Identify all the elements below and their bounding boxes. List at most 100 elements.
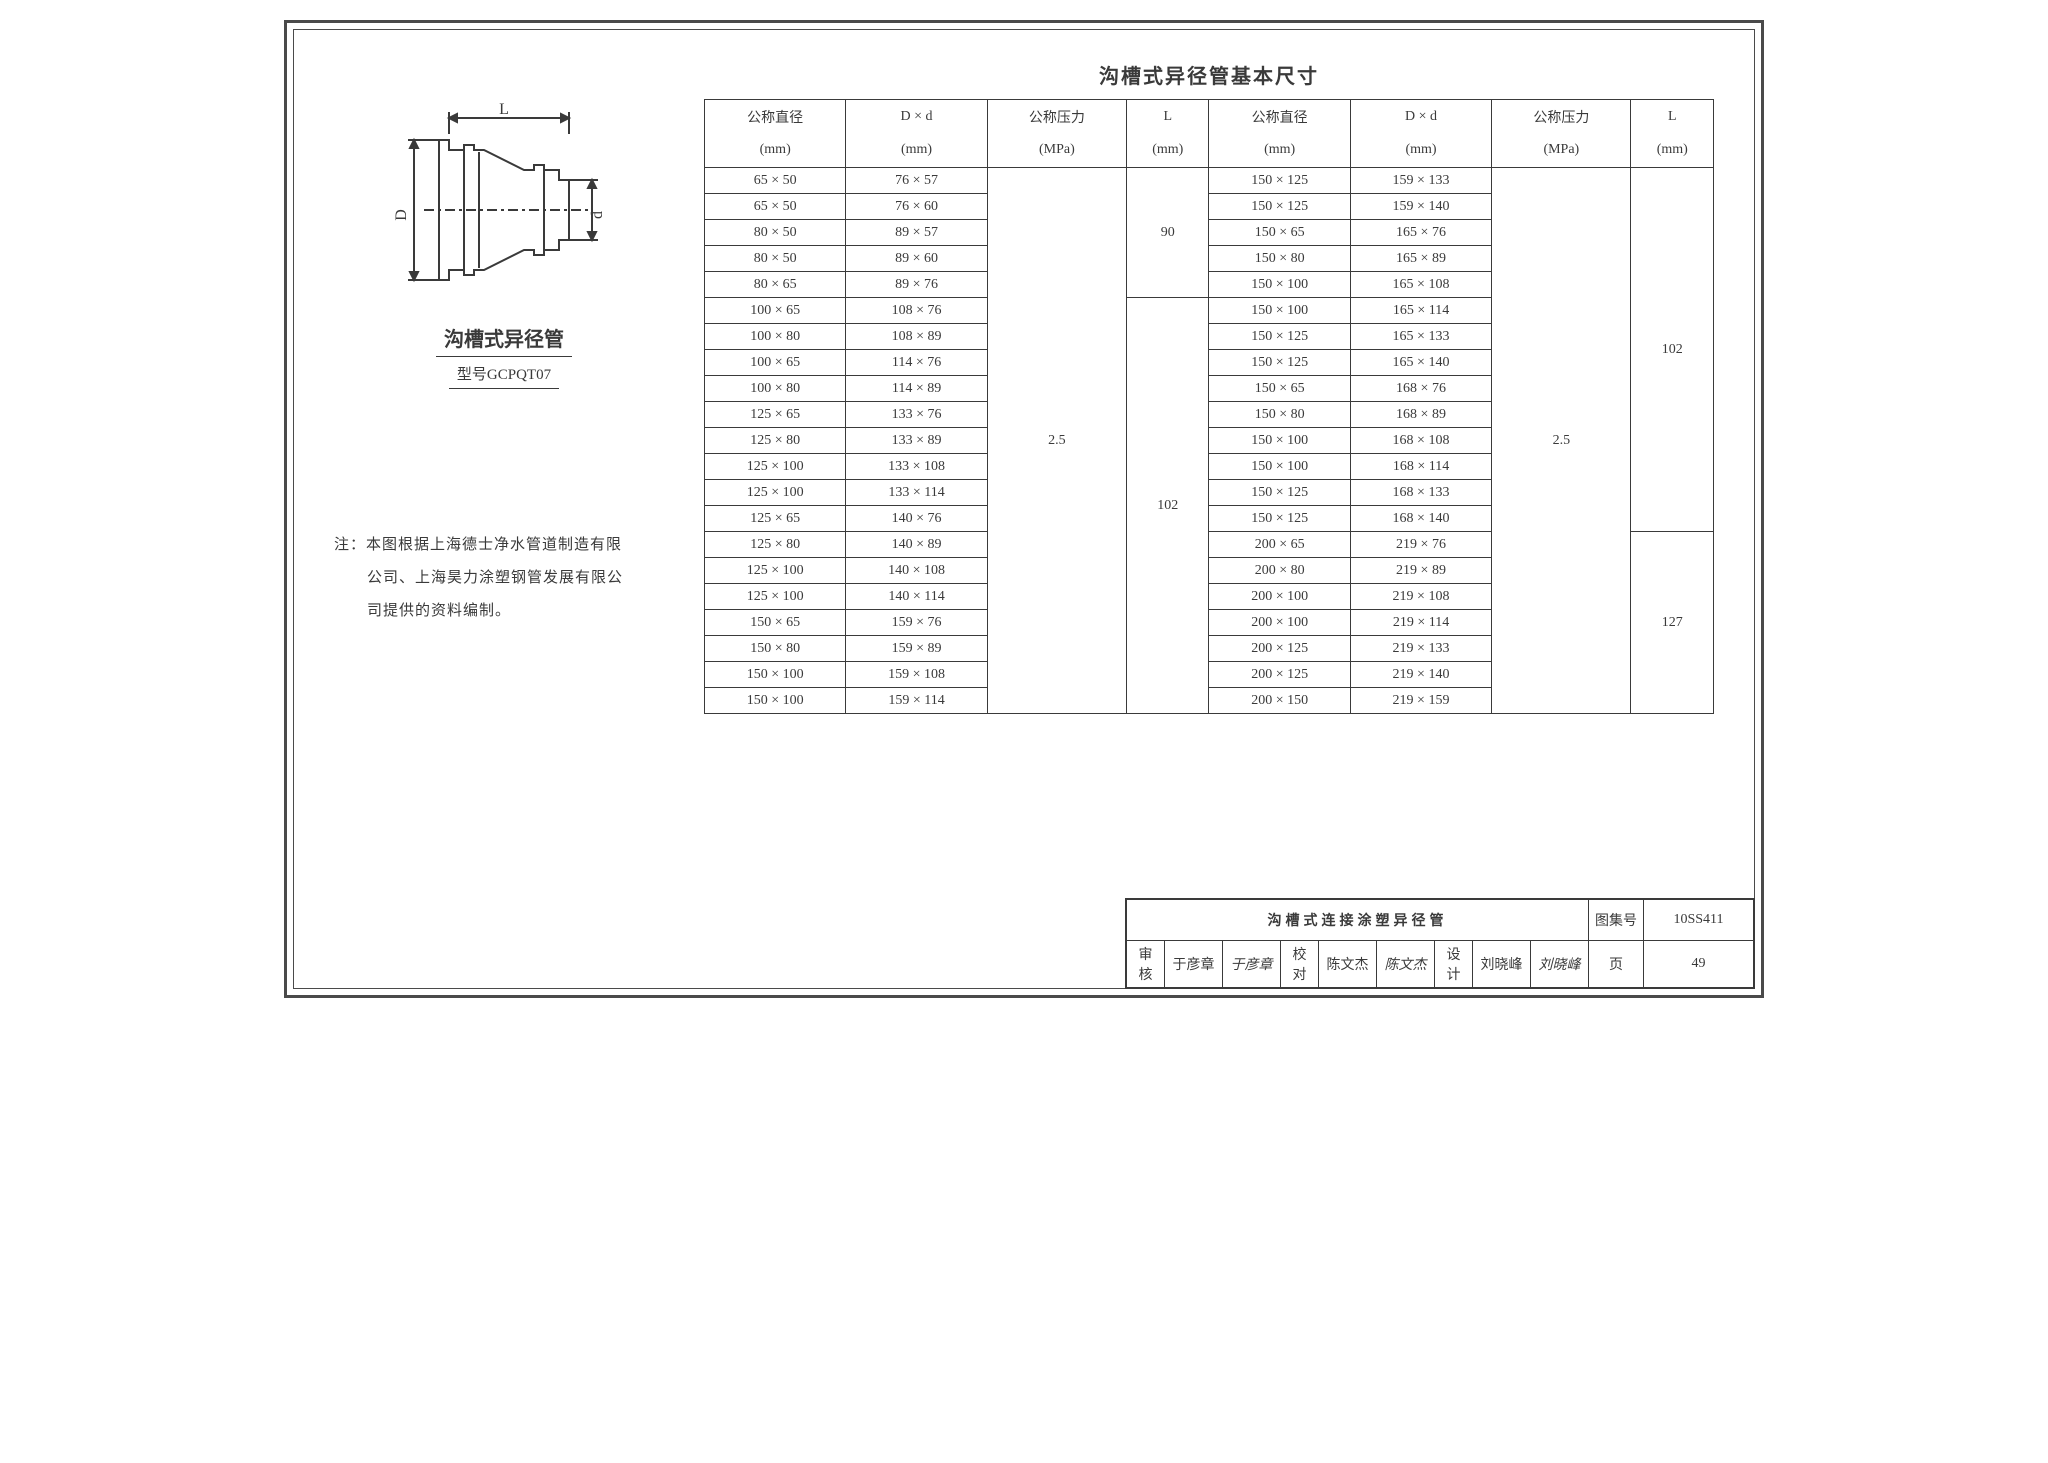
table-cell: 150 × 65 — [705, 610, 846, 636]
th-unit: (mm) — [846, 134, 987, 168]
table-cell: 165 × 140 — [1350, 350, 1491, 376]
table-cell: 100 × 65 — [705, 298, 846, 324]
table-cell: 140 × 114 — [846, 584, 987, 610]
page-label: 页 — [1589, 941, 1644, 988]
table-cell: 125 × 80 — [705, 428, 846, 454]
table-cell: 150 × 125 — [1209, 480, 1350, 506]
table-cell: 150 × 65 — [1209, 376, 1350, 402]
table-cell: 200 × 65 — [1209, 532, 1350, 558]
table-cell: 102 — [1631, 168, 1714, 532]
table-cell: 125 × 65 — [705, 506, 846, 532]
drawing-sheet: L — [284, 20, 1764, 998]
th-dxd-1: D × d — [846, 100, 987, 134]
table-cell: 114 × 89 — [846, 376, 987, 402]
role-label: 设计 — [1435, 941, 1473, 988]
th-unit: (mm) — [1209, 134, 1350, 168]
table-cell: 150 × 125 — [1209, 194, 1350, 220]
note-line1: 本图根据上海德士净水管道制造有限 — [366, 537, 622, 553]
table-title: 沟槽式异径管基本尺寸 — [704, 60, 1714, 89]
table-cell: 89 × 60 — [846, 246, 987, 272]
table-cell: 219 × 133 — [1350, 636, 1491, 662]
table-cell: 150 × 100 — [1209, 454, 1350, 480]
table-cell: 100 × 65 — [705, 350, 846, 376]
table-cell: 133 × 76 — [846, 402, 987, 428]
table-cell: 200 × 125 — [1209, 636, 1350, 662]
dim-d-label: d — [589, 211, 606, 219]
table-cell: 150 × 100 — [1209, 272, 1350, 298]
table-cell: 102 — [1127, 298, 1209, 714]
table-cell: 168 × 140 — [1350, 506, 1491, 532]
table-cell: 89 × 57 — [846, 220, 987, 246]
th-L-2: L — [1631, 100, 1714, 134]
table-cell: 100 × 80 — [705, 376, 846, 402]
role-label: 校对 — [1281, 941, 1319, 988]
th-pressure-1: 公称压力 — [987, 100, 1126, 134]
table-cell: 165 × 114 — [1350, 298, 1491, 324]
table-row: 65 × 5076 × 572.590150 × 125159 × 1332.5… — [705, 168, 1714, 194]
th-unit: (mm) — [1350, 134, 1491, 168]
table-cell: 90 — [1127, 168, 1209, 298]
table-cell: 100 × 80 — [705, 324, 846, 350]
table-cell: 200 × 80 — [1209, 558, 1350, 584]
th-dxd-2: D × d — [1350, 100, 1491, 134]
table-cell: 150 × 100 — [1209, 428, 1350, 454]
table-cell: 168 × 89 — [1350, 402, 1491, 428]
table-cell: 150 × 80 — [705, 636, 846, 662]
table-cell: 168 × 133 — [1350, 480, 1491, 506]
table-cell: 80 × 50 — [705, 220, 846, 246]
table-cell: 150 × 125 — [1209, 350, 1350, 376]
table-cell: 219 × 108 — [1350, 584, 1491, 610]
table-cell: 150 × 80 — [1209, 402, 1350, 428]
th-L-1: L — [1127, 100, 1209, 134]
table-cell: 140 × 76 — [846, 506, 987, 532]
dim-D-label: D — [394, 209, 410, 221]
th-nominal-dia-2: 公称直径 — [1209, 100, 1350, 134]
table-cell: 159 × 76 — [846, 610, 987, 636]
th-nominal-dia-1: 公称直径 — [705, 100, 846, 134]
th-pressure-2: 公称压力 — [1492, 100, 1631, 134]
note-prefix: 注： — [334, 537, 366, 553]
table-cell: 159 × 114 — [846, 688, 987, 714]
drawing-inner-frame: L — [293, 29, 1755, 989]
note-line2: 公司、上海昊力涂塑钢管发展有限公 — [334, 562, 674, 595]
table-cell: 108 × 89 — [846, 324, 987, 350]
table-cell: 168 × 76 — [1350, 376, 1491, 402]
table-cell: 159 × 89 — [846, 636, 987, 662]
th-unit: (mm) — [1631, 134, 1714, 168]
diagram-title: 沟槽式异径管 — [436, 323, 572, 357]
table-cell: 125 × 100 — [705, 558, 846, 584]
table-cell: 168 × 108 — [1350, 428, 1491, 454]
table-cell: 65 × 50 — [705, 168, 846, 194]
table-cell: 108 × 76 — [846, 298, 987, 324]
table-cell: 159 × 140 — [1350, 194, 1491, 220]
table-cell: 150 × 65 — [1209, 220, 1350, 246]
table-cell: 159 × 108 — [846, 662, 987, 688]
table-cell: 89 × 76 — [846, 272, 987, 298]
table-cell: 127 — [1631, 532, 1714, 714]
table-cell: 2.5 — [987, 168, 1126, 714]
drawing-main-title: 沟槽式连接涂塑异径管 — [1127, 900, 1589, 941]
atlas-label: 图集号 — [1589, 900, 1644, 941]
table-cell: 165 × 133 — [1350, 324, 1491, 350]
table-cell: 165 × 108 — [1350, 272, 1491, 298]
table-cell: 200 × 100 — [1209, 610, 1350, 636]
role-name: 陈文杰 — [1319, 941, 1377, 988]
role-label: 审核 — [1127, 941, 1165, 988]
table-cell: 219 × 76 — [1350, 532, 1491, 558]
title-block: 沟槽式连接涂塑异径管 图集号 10SS411 审核于彦章于彦章校对陈文杰陈文杰设… — [1125, 898, 1755, 989]
table-cell: 65 × 50 — [705, 194, 846, 220]
table-cell: 200 × 150 — [1209, 688, 1350, 714]
role-name: 刘晓峰 — [1473, 941, 1531, 988]
role-sig: 陈文杰 — [1377, 941, 1435, 988]
table-cell: 150 × 125 — [1209, 506, 1350, 532]
left-column: L — [334, 60, 674, 714]
role-sig: 刘晓峰 — [1531, 941, 1589, 988]
model-number: 型号GCPQT07 — [449, 359, 559, 389]
table-cell: 133 × 114 — [846, 480, 987, 506]
table-cell: 133 × 89 — [846, 428, 987, 454]
table-cell: 168 × 114 — [1350, 454, 1491, 480]
table-cell: 150 × 125 — [1209, 324, 1350, 350]
table-cell: 200 × 125 — [1209, 662, 1350, 688]
table-cell: 2.5 — [1492, 168, 1631, 714]
table-cell: 150 × 100 — [1209, 298, 1350, 324]
